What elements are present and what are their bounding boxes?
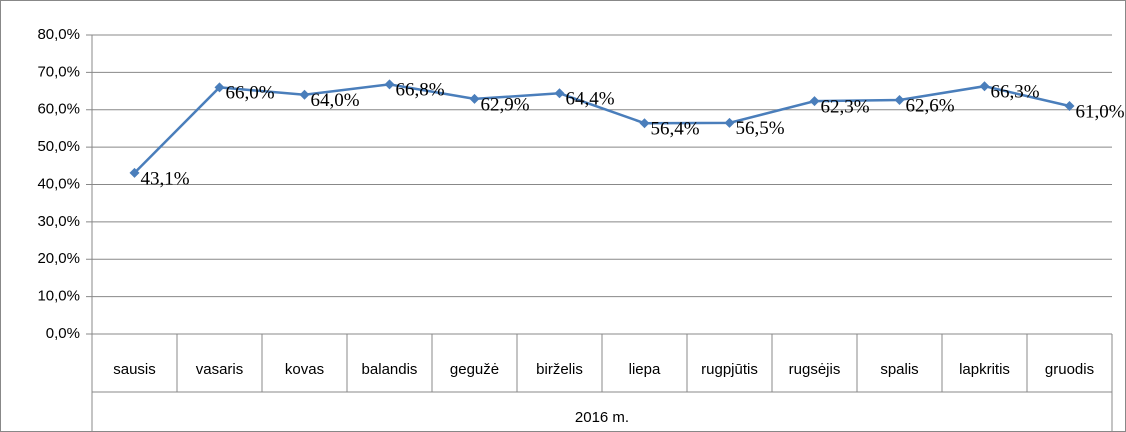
data-point xyxy=(724,117,735,128)
y-tick-label: 10,0% xyxy=(37,288,80,305)
data-label: 61,0% xyxy=(1076,101,1125,122)
x-tick-label: kovas xyxy=(285,361,324,378)
data-label: 62,3% xyxy=(821,97,870,118)
data-label: 56,4% xyxy=(651,119,700,140)
data-point xyxy=(554,88,565,99)
x-axis-label: 2016 m. xyxy=(575,409,629,426)
x-tick-label: sausis xyxy=(113,361,156,378)
x-tick-label: rugpjūtis xyxy=(701,361,758,378)
data-label: 62,6% xyxy=(906,95,955,116)
data-point xyxy=(809,96,820,107)
x-tick-label: liepa xyxy=(629,361,661,378)
x-tick-label: gegužė xyxy=(450,361,499,378)
x-tick-label: lapkritis xyxy=(959,361,1010,378)
data-label: 43,1% xyxy=(141,168,190,189)
x-tick-label: rugsėjis xyxy=(789,361,841,378)
data-label: 66,0% xyxy=(226,83,275,104)
x-tick-label: balandis xyxy=(362,361,418,378)
data-point xyxy=(469,93,480,104)
y-tick-label: 50,0% xyxy=(37,138,80,155)
data-point xyxy=(894,95,905,106)
y-tick-label: 60,0% xyxy=(37,101,80,118)
x-tick-label: spalis xyxy=(880,361,918,378)
data-point xyxy=(299,89,310,100)
data-label: 62,9% xyxy=(481,94,530,115)
y-tick-label: 70,0% xyxy=(37,63,80,80)
x-tick-label: birželis xyxy=(536,361,583,378)
data-label: 66,8% xyxy=(396,80,445,101)
data-line xyxy=(133,83,1070,174)
data-label: 64,4% xyxy=(566,89,615,110)
data-point xyxy=(214,82,225,93)
y-tick-label: 0,0% xyxy=(46,325,80,342)
data-label: 64,0% xyxy=(311,90,360,111)
data-point xyxy=(1064,101,1075,112)
y-tick-label: 20,0% xyxy=(37,250,80,267)
data-point xyxy=(979,81,990,92)
data-label: 56,5% xyxy=(736,118,785,139)
y-tick-label: 80,0% xyxy=(37,26,80,43)
y-tick-label: 30,0% xyxy=(37,213,80,230)
data-point xyxy=(129,167,140,178)
x-tick-label: gruodis xyxy=(1045,361,1094,378)
data-point xyxy=(639,118,650,129)
data-point xyxy=(384,79,395,90)
x-tick-label: vasaris xyxy=(196,361,244,378)
data-label: 66,3% xyxy=(991,82,1040,103)
y-tick-label: 40,0% xyxy=(37,175,80,192)
